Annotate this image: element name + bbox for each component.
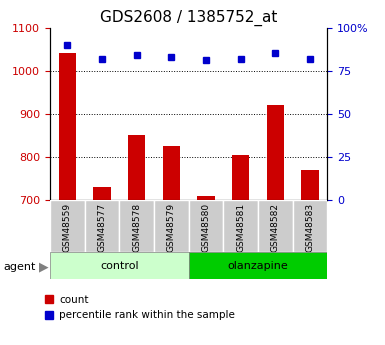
FancyBboxPatch shape (189, 200, 223, 252)
Text: GSM48581: GSM48581 (236, 203, 245, 252)
FancyBboxPatch shape (154, 200, 189, 252)
Text: GSM48582: GSM48582 (271, 203, 280, 252)
Text: GSM48579: GSM48579 (167, 203, 176, 252)
Text: GSM48577: GSM48577 (97, 203, 107, 252)
FancyBboxPatch shape (223, 200, 258, 252)
Text: GSM48580: GSM48580 (201, 203, 211, 252)
FancyBboxPatch shape (50, 200, 85, 252)
Text: agent: agent (4, 263, 36, 272)
FancyBboxPatch shape (189, 252, 327, 279)
Text: GSM48578: GSM48578 (132, 203, 141, 252)
Title: GDS2608 / 1385752_at: GDS2608 / 1385752_at (100, 10, 277, 26)
Bar (128, 136, 145, 200)
Text: olanzapine: olanzapine (228, 261, 288, 270)
Text: ▶: ▶ (38, 261, 48, 274)
Text: control: control (100, 261, 139, 270)
FancyBboxPatch shape (85, 200, 119, 252)
Bar (301, 170, 318, 200)
Bar (59, 53, 76, 200)
Bar (266, 105, 284, 200)
Bar (93, 187, 111, 200)
FancyBboxPatch shape (119, 200, 154, 252)
FancyBboxPatch shape (258, 200, 293, 252)
Legend: count, percentile rank within the sample: count, percentile rank within the sample (44, 295, 235, 320)
Text: GSM48583: GSM48583 (305, 203, 315, 252)
FancyBboxPatch shape (50, 252, 189, 279)
Bar (197, 196, 215, 200)
Text: GSM48559: GSM48559 (63, 203, 72, 252)
FancyBboxPatch shape (293, 200, 327, 252)
Bar (162, 146, 180, 200)
Bar (232, 155, 249, 200)
